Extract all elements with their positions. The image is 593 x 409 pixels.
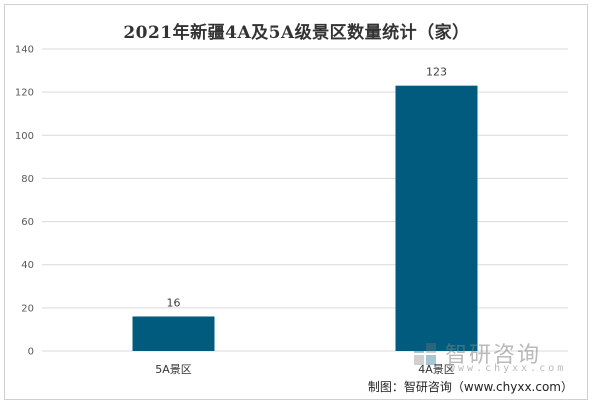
y-axis-ticks: 0 20 40 60 80 100 120 140	[15, 45, 34, 358]
watermark-name: 智研咨询	[445, 343, 542, 368]
x-category-label: 4A景区	[418, 363, 455, 376]
data-label: 16	[167, 296, 181, 309]
bars	[132, 85, 478, 352]
y-tick-label: 20	[21, 303, 34, 314]
y-tick-label: 60	[21, 217, 34, 228]
gridlines	[42, 48, 568, 352]
chart-credit: 制图：智研咨询（www.chyxx.com）	[367, 380, 573, 394]
y-tick-label: 80	[21, 174, 34, 185]
bar	[395, 85, 478, 352]
watermark-url: www.chyxx.com	[449, 363, 567, 374]
bar	[132, 316, 215, 351]
y-tick-label: 0	[28, 347, 34, 358]
y-tick-label: 40	[21, 260, 34, 271]
y-tick-label: 120	[15, 88, 34, 99]
data-label: 123	[426, 66, 447, 79]
chyxx-logo-icon	[414, 343, 436, 365]
chart-frame	[4, 4, 588, 400]
y-tick-label: 140	[15, 45, 34, 56]
chart-title: 2021年新疆4A及5A级景区数量统计（家）	[123, 23, 470, 43]
x-category-label: 5A景区	[155, 363, 192, 376]
watermark: 智研咨询 www.chyxx.com	[413, 335, 583, 375]
x-axis-categories: 5A景区 4A景区	[155, 363, 455, 376]
data-labels: 16 123	[167, 66, 448, 310]
y-tick-label: 100	[15, 131, 34, 142]
